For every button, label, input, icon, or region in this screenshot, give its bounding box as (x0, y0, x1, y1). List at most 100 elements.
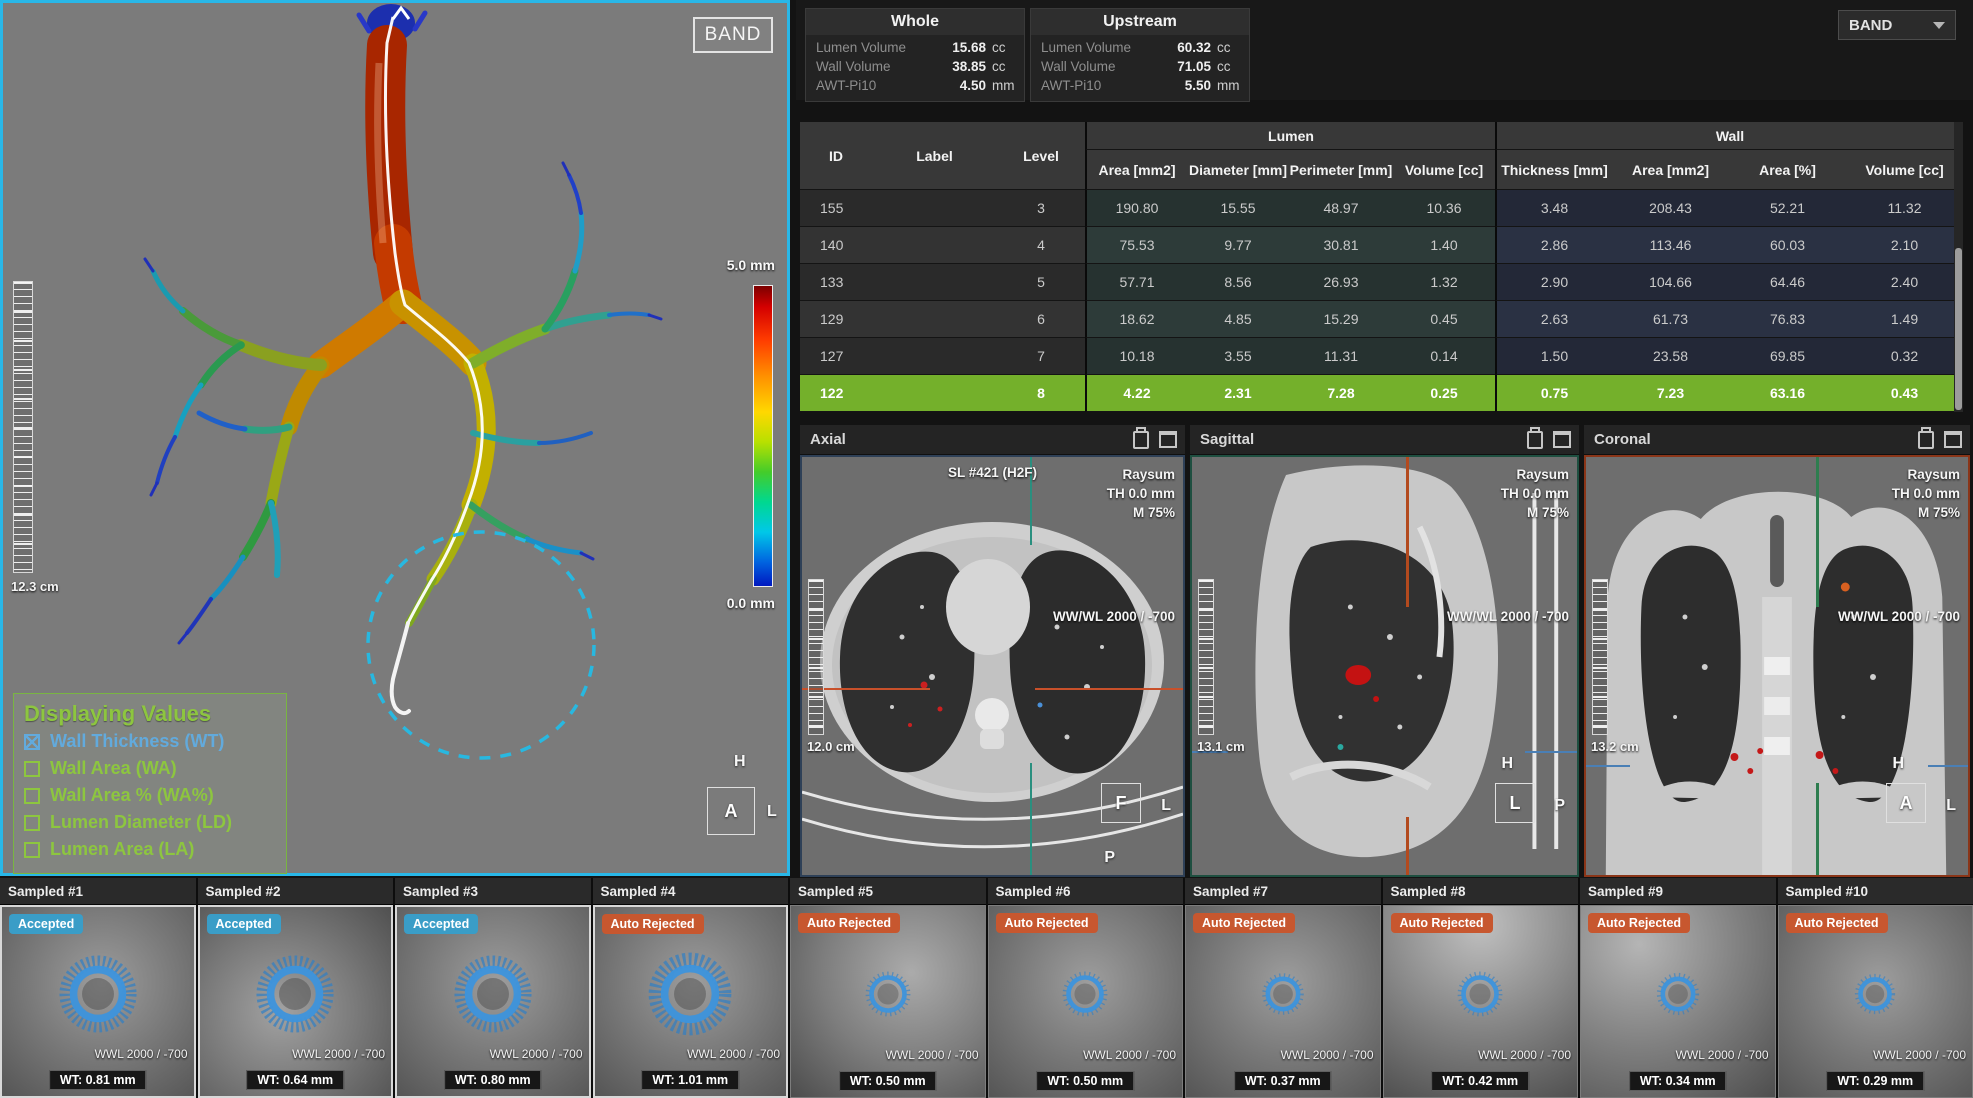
table-cell[interactable]: 133 (800, 264, 872, 301)
table-cell[interactable]: 3.48 (1495, 190, 1612, 227)
table-cell[interactable]: 4 (997, 227, 1085, 264)
legend-item-lumen-area[interactable]: Lumen Area (LA) (24, 836, 276, 863)
checkbox-checked-icon[interactable] (24, 733, 40, 750)
table-cell[interactable]: 0.45 (1393, 301, 1495, 338)
table-cell[interactable]: 11.32 (1846, 190, 1963, 227)
table-cell[interactable]: 208.43 (1612, 190, 1729, 227)
sample-panel-4[interactable]: Sampled #4 Auto Rejected WWL 2000 / -700… (592, 878, 790, 1098)
sample-image[interactable]: Auto Rejected WWL 2000 / -700 WT: 0.37 m… (1185, 905, 1381, 1098)
table-cell[interactable]: 3 (997, 190, 1085, 227)
scrollbar-thumb[interactable] (1955, 248, 1962, 410)
checkbox-icon[interactable] (24, 814, 40, 831)
crosshair-vertical[interactable] (1406, 457, 1409, 607)
table-cell[interactable]: 2.63 (1495, 301, 1612, 338)
sample-panel-3[interactable]: Sampled #3 Accepted WWL 2000 / -700 WT: … (395, 878, 593, 1098)
table-cell[interactable]: 1.40 (1393, 227, 1495, 264)
table-cell[interactable]: 129 (800, 301, 872, 338)
table-cell[interactable]: 11.31 (1289, 338, 1393, 375)
table-cell[interactable]: 5 (997, 264, 1085, 301)
table-cell[interactable]: 64.46 (1729, 264, 1846, 301)
table-cell[interactable]: 57.71 (1085, 264, 1187, 301)
table-cell[interactable]: 2.31 (1187, 375, 1289, 412)
sample-panel-8[interactable]: Sampled #8 Auto Rejected WWL 2000 / -700… (1382, 878, 1580, 1098)
table-cell[interactable]: 69.85 (1729, 338, 1846, 375)
crosshair-vertical[interactable] (1406, 817, 1409, 875)
table-cell[interactable]: 2.90 (1495, 264, 1612, 301)
sample-panel-7[interactable]: Sampled #7 Auto Rejected WWL 2000 / -700… (1185, 878, 1383, 1098)
table-cell[interactable]: 15.29 (1289, 301, 1393, 338)
table-cell[interactable]: 48.97 (1289, 190, 1393, 227)
table-cell[interactable]: 10.36 (1393, 190, 1495, 227)
table-cell[interactable]: 155 (800, 190, 872, 227)
table-cell[interactable]: 7.28 (1289, 375, 1393, 412)
table-cell[interactable]: 8.56 (1187, 264, 1289, 301)
sample-image[interactable]: Auto Rejected WWL 2000 / -700 WT: 0.42 m… (1382, 905, 1578, 1098)
table-cell[interactable]: 9.77 (1187, 227, 1289, 264)
table-cell[interactable]: 0.14 (1393, 338, 1495, 375)
table-cell[interactable]: 15.55 (1187, 190, 1289, 227)
crosshair-vertical[interactable] (1030, 763, 1032, 875)
sample-image[interactable]: Auto Rejected WWL 2000 / -700 WT: 0.50 m… (790, 905, 986, 1098)
sample-panel-2[interactable]: Sampled #2 Accepted WWL 2000 / -700 WT: … (197, 878, 395, 1098)
sample-image[interactable]: Accepted WWL 2000 / -700 WT: 0.80 mm (395, 905, 591, 1098)
sample-panel-1[interactable]: Sampled #1 Accepted WWL 2000 / -700 WT: … (0, 878, 198, 1098)
table-cell[interactable]: 8 (997, 375, 1085, 412)
table-cell[interactable]: 23.58 (1612, 338, 1729, 375)
crosshair-vertical[interactable] (1030, 457, 1032, 545)
sample-panel-9[interactable]: Sampled #9 Auto Rejected WWL 2000 / -700… (1580, 878, 1778, 1098)
sample-panel-6[interactable]: Sampled #6 Auto Rejected WWL 2000 / -700… (987, 878, 1185, 1098)
sample-image[interactable]: Auto Rejected WWL 2000 / -700 WT: 0.50 m… (987, 905, 1183, 1098)
copy-view-icon[interactable] (1918, 426, 1934, 449)
table-cell[interactable]: 190.80 (1085, 190, 1187, 227)
sample-panel-5[interactable]: Sampled #5 Auto Rejected WWL 2000 / -700… (790, 878, 988, 1098)
copy-view-icon[interactable] (1133, 426, 1149, 449)
roi-dashed-circle[interactable] (366, 530, 596, 760)
crosshair-horizontal[interactable] (802, 688, 930, 690)
copy-view-icon[interactable] (1527, 426, 1543, 449)
airway-3d-panel[interactable]: BAND 12.3 cm 5.0 mm 0.0 mm H A L Display… (0, 0, 790, 876)
table-cell[interactable]: 2.40 (1846, 264, 1963, 301)
crosshair-horizontal[interactable] (1192, 751, 1228, 753)
table-cell[interactable]: 52.21 (1729, 190, 1846, 227)
table-cell[interactable]: 1.50 (1495, 338, 1612, 375)
table-cell[interactable]: 1.32 (1393, 264, 1495, 301)
table-cell[interactable]: 140 (800, 227, 872, 264)
table-cell[interactable]: 7 (997, 338, 1085, 375)
table-cell[interactable]: 2.10 (1846, 227, 1963, 264)
checkbox-icon[interactable] (24, 760, 40, 777)
table-cell[interactable]: 1.49 (1846, 301, 1963, 338)
table-cell[interactable] (872, 227, 997, 264)
maximize-view-icon[interactable] (1159, 431, 1177, 448)
sample-panel-10[interactable]: Sampled #10 Auto Rejected WWL 2000 / -70… (1777, 878, 1973, 1098)
table-cell[interactable]: 0.75 (1495, 375, 1612, 412)
table-cell[interactable]: 4.85 (1187, 301, 1289, 338)
table-cell[interactable]: 60.03 (1729, 227, 1846, 264)
crosshair-horizontal[interactable] (1035, 688, 1183, 690)
maximize-view-icon[interactable] (1553, 431, 1571, 448)
sample-image[interactable]: Accepted WWL 2000 / -700 WT: 0.64 mm (197, 905, 393, 1098)
table-cell[interactable]: 4.22 (1085, 375, 1187, 412)
legend-item-wall-area-pct[interactable]: Wall Area % (WA%) (24, 782, 276, 809)
table-cell[interactable]: 104.66 (1612, 264, 1729, 301)
maximize-view-icon[interactable] (1944, 431, 1962, 448)
crosshair-horizontal[interactable] (1586, 765, 1630, 767)
sample-image[interactable]: Auto Rejected WWL 2000 / -700 WT: 1.01 m… (592, 905, 788, 1098)
crosshair-vertical[interactable] (1816, 783, 1819, 875)
sagittal-ct-image[interactable]: Raysum TH 0.0 mm M 75% WW/WL 2000 / -700 1… (1190, 455, 1579, 877)
table-cell[interactable]: 61.73 (1612, 301, 1729, 338)
axial-ct-image[interactable]: SL #421 (H2F) Raysum TH 0.0 mm M 75% WW/WL… (800, 455, 1185, 877)
sample-image[interactable]: Accepted WWL 2000 / -700 WT: 0.81 mm (0, 905, 196, 1098)
table-cell[interactable]: 10.18 (1085, 338, 1187, 375)
table-cell[interactable] (872, 190, 997, 227)
table-cell[interactable]: 7.23 (1612, 375, 1729, 412)
sample-image[interactable]: Auto Rejected WWL 2000 / -700 WT: 0.34 m… (1580, 905, 1776, 1098)
table-cell[interactable]: 75.53 (1085, 227, 1187, 264)
table-cell[interactable]: 0.32 (1846, 338, 1963, 375)
table-cell[interactable] (872, 375, 997, 412)
legend-item-wall-area[interactable]: Wall Area (WA) (24, 755, 276, 782)
table-cell[interactable]: 76.83 (1729, 301, 1846, 338)
band-mode-button[interactable]: BAND (693, 17, 773, 53)
table-cell[interactable]: 18.62 (1085, 301, 1187, 338)
table-cell[interactable]: 3.55 (1187, 338, 1289, 375)
coronal-ct-image[interactable]: Raysum TH 0.0 mm M 75% WW/WL 2000 / -700 1… (1584, 455, 1970, 877)
